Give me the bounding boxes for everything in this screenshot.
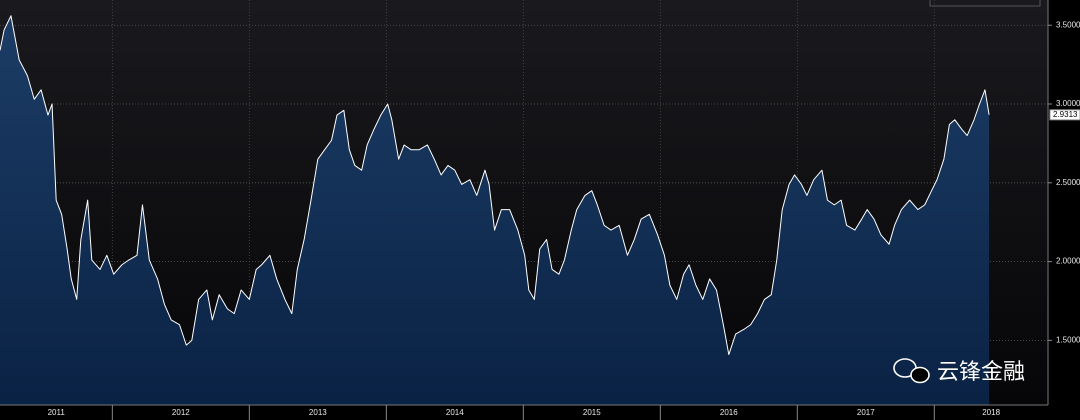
marks <box>0 15 990 405</box>
x-tick-label: 2011 <box>48 408 66 417</box>
x-tick-label: 2016 <box>720 408 738 417</box>
y-tick-label: 3.0000 <box>1056 99 1080 108</box>
y-tick-label: 2.0000 <box>1056 257 1080 266</box>
last-value-label: 2.9313 <box>1053 110 1078 119</box>
watermark: 云锋金融 <box>893 358 1025 385</box>
x-tick-label: 2014 <box>446 408 464 417</box>
line <box>0 15 990 356</box>
x-tick-label: 2018 <box>982 408 1000 417</box>
x-tick-label: 2017 <box>857 408 875 417</box>
top-box <box>929 0 1041 7</box>
wechat-icon <box>910 366 930 384</box>
x-tick-label: 2013 <box>309 408 327 417</box>
x-tick-label: 2015 <box>583 408 601 417</box>
area-fill <box>0 15 990 405</box>
y-tick-label: 2.5000 <box>1056 178 1080 187</box>
y-tick-label: 3.5000 <box>1056 20 1080 29</box>
last-value-box <box>1049 109 1080 121</box>
x-tick-label: 2012 <box>172 408 190 417</box>
watermark-text: 云锋金融 <box>937 360 1025 385</box>
y-tick-label: 1.5000 <box>1056 335 1080 344</box>
